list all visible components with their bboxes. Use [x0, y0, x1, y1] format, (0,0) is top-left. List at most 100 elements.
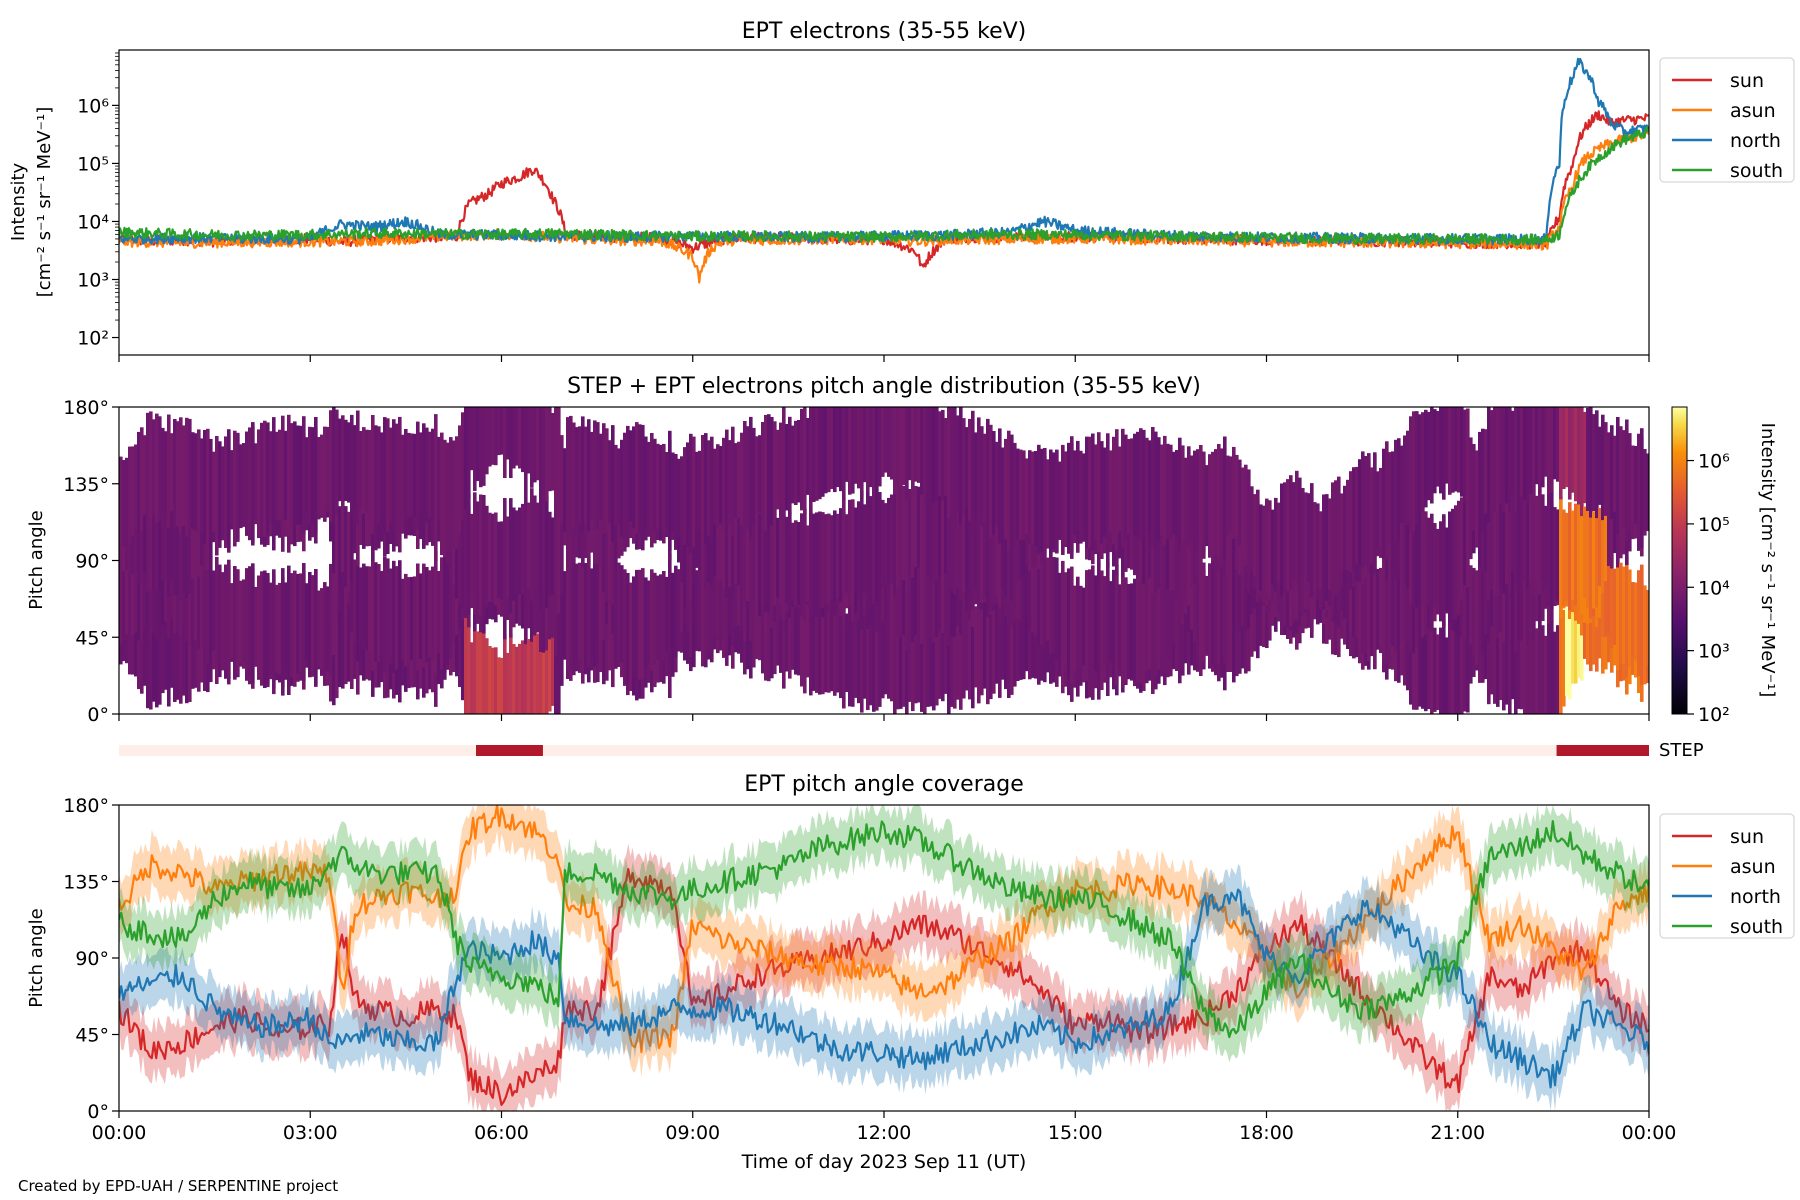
heatmap-cell: [893, 407, 897, 494]
heatmap-cell: [479, 494, 483, 616]
heatmap-cell: [944, 495, 948, 574]
heatmap-cell: [800, 585, 804, 687]
heatmap-cell: [1568, 502, 1572, 611]
heatmap-cell: [1325, 494, 1329, 601]
heatmap-cell: [584, 563, 588, 661]
heatmap-cell: [191, 482, 195, 579]
legend-label-north: north: [1730, 886, 1781, 908]
heatmap-cell: [1547, 407, 1551, 494]
heatmap-cell: [476, 501, 480, 607]
legend-box: [1659, 57, 1795, 183]
heatmap-cell: [500, 407, 504, 455]
heatmap-cell: [716, 557, 720, 640]
heatmap-cell: [1103, 447, 1107, 537]
heatmap-cell: [560, 597, 564, 686]
heatmap-cell: [614, 444, 618, 526]
heatmap-cell: [1013, 442, 1017, 544]
heatmap-cell: [425, 567, 429, 663]
heatmap-cell: [1154, 563, 1158, 677]
heatmap-cell: [962, 494, 966, 592]
heatmap-cell: [1496, 482, 1500, 597]
heatmap-cell: [1502, 407, 1506, 512]
heatmap-cell: [665, 452, 669, 528]
heatmap-cell: [1568, 591, 1572, 700]
heatmap-cell: [1508, 407, 1512, 512]
heatmap-cell: [806, 418, 810, 495]
heatmap-cell: [215, 556, 219, 669]
heatmap-cell: [149, 598, 153, 710]
heatmap-cell: [185, 479, 189, 598]
panel4-ylabel: Pitch angle: [26, 908, 47, 1007]
heatmap-cell: [1415, 411, 1419, 526]
heatmap-cell: [365, 566, 369, 651]
heatmap-cell: [209, 438, 213, 542]
heatmap-cell: [851, 499, 855, 605]
heatmap-cell: [503, 407, 507, 478]
heatmap-cell: [1118, 446, 1122, 532]
heatmap-cell: [830, 515, 834, 600]
heatmap-cell: [941, 610, 945, 702]
heatmap-cell: [1553, 631, 1557, 714]
heatmap-cell: [404, 573, 408, 667]
heatmap-cell: [953, 482, 957, 595]
heatmap-cell: [248, 566, 252, 678]
heatmap-cell: [1193, 546, 1197, 642]
heatmap-cell: [1628, 433, 1632, 531]
heatmap-cell: [608, 587, 612, 671]
heatmap-cell: [980, 502, 984, 603]
heatmap-cell: [1115, 564, 1119, 686]
heatmap-cell: [1460, 407, 1464, 497]
heatmap-cell: [881, 499, 885, 588]
heatmap-cell: [848, 499, 852, 606]
heatmap-cell: [653, 572, 657, 666]
heatmap-cell: [1316, 503, 1320, 591]
heatmap-cell: [1424, 613, 1428, 712]
heatmap-cell: [362, 563, 366, 651]
heatmap-cell: [506, 516, 510, 599]
heatmap-cell: [146, 591, 150, 709]
heatmap-cell: [482, 407, 486, 486]
heatmap-cell: [548, 511, 552, 597]
heatmap-cell: [875, 598, 879, 711]
heatmap-cell: [1241, 585, 1245, 669]
panel1-xticks: [118, 355, 1650, 362]
heatmap-cell: [1511, 548, 1515, 631]
heatmap-cell: [872, 488, 876, 604]
heatmap-cell: [1457, 500, 1461, 616]
heatmap-cell: [1601, 487, 1605, 594]
heatmap-cell: [1463, 545, 1467, 639]
heatmap-cell: [242, 579, 246, 663]
heatmap-cell: [869, 407, 873, 488]
heatmap-cell: [218, 564, 222, 664]
heatmap-cell: [896, 606, 900, 710]
heatmap-cell: [713, 500, 717, 576]
heatmap-cell: [389, 568, 393, 664]
heatmap-cell: [299, 425, 303, 525]
heatmap-cell: [1280, 483, 1284, 597]
heatmap-cell: [1163, 435, 1167, 546]
heatmap-cell: [1520, 548, 1524, 641]
heatmap-cell: [1490, 599, 1494, 695]
heatmap-cell: [464, 407, 468, 510]
heatmap-cell: [398, 416, 402, 534]
heatmap-cell: [1001, 599, 1005, 680]
heatmap-cell: [824, 407, 828, 494]
heatmap-cell: [911, 407, 915, 490]
heatmap-cell: [1538, 618, 1542, 714]
heatmap-cell: [749, 416, 753, 537]
heatmap-cell: [239, 580, 243, 663]
x-tick-label: 15:00: [1048, 1122, 1103, 1144]
heatmap-cell: [122, 460, 126, 547]
colorbar-tick-label: 10⁵: [1698, 514, 1730, 536]
heatmap-cell: [464, 503, 468, 618]
heatmap-cell: [632, 576, 636, 678]
heatmap-cell: [323, 582, 327, 676]
heatmap-cell: [1385, 546, 1389, 665]
heatmap-cell: [1559, 603, 1563, 714]
heatmap-cell: [875, 407, 879, 491]
heatmap-cell: [1442, 514, 1446, 626]
heatmap-cell: [1004, 438, 1008, 540]
heatmap-cell: [1604, 422, 1608, 516]
heatmap-cell: [902, 540, 906, 636]
heatmap-cell: [1580, 407, 1584, 517]
